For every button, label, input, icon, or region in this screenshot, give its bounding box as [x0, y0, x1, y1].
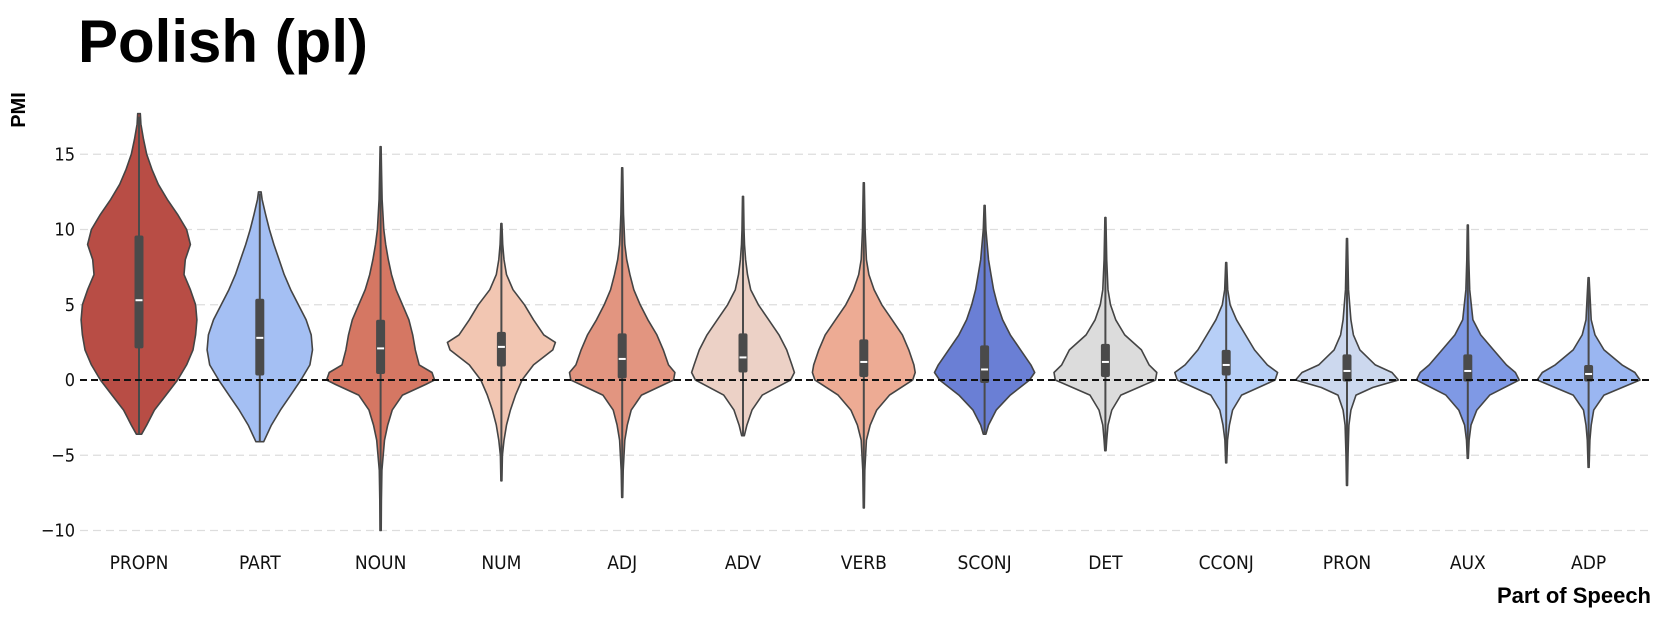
x-tick-label: PART: [239, 552, 281, 574]
chart-title: Polish (pl): [78, 8, 368, 75]
x-tick-label: AUX: [1450, 552, 1486, 574]
violin-iqr-box: [859, 339, 869, 377]
x-tick-label: SCONJ: [958, 552, 1012, 574]
x-tick-label: PRON: [1323, 552, 1371, 574]
violin-iqr-box: [1100, 343, 1110, 377]
x-tick-label: ADP: [1571, 552, 1606, 574]
y-tick-label: 10: [54, 220, 75, 241]
y-tick-label: −5: [51, 445, 75, 466]
violin-iqr-box: [1463, 354, 1473, 382]
violin-noun: [325, 145, 436, 532]
violin-adv: [690, 195, 796, 437]
y-tick-label: 15: [54, 144, 75, 165]
violin-iqr-box: [738, 333, 748, 373]
violin-part: [206, 191, 314, 443]
y-tick-labels: −10 −5 0 5 10 15: [41, 144, 75, 541]
y-tick-label: 5: [65, 295, 75, 316]
violin-num: [446, 222, 557, 482]
x-tick-label: VERB: [841, 552, 887, 574]
violin-pron: [1294, 237, 1400, 487]
violin-adp: [1536, 276, 1641, 469]
x-axis-label: Part of Speech: [1497, 583, 1651, 608]
violin-iqr-box: [134, 235, 144, 349]
y-tick-label: −10: [41, 521, 75, 542]
x-tick-labels: PROPN PART NOUN NUM ADJ ADV VERB SCONJ DET CCONJ P…: [110, 552, 1607, 574]
violin-cconj: [1174, 261, 1279, 464]
y-tick-label: 0: [65, 370, 75, 391]
violin-iqr-box: [1342, 354, 1352, 382]
violin-aux: [1415, 224, 1520, 460]
violin-sconj: [933, 204, 1036, 435]
violin-iqr-box: [1221, 349, 1231, 376]
violin-iqr-box: [980, 345, 990, 384]
violin-adj: [568, 166, 676, 499]
violin-verb: [811, 182, 916, 509]
x-tick-label: DET: [1088, 552, 1123, 574]
x-tick-label: NOUN: [355, 552, 407, 574]
x-tick-label: ADJ: [607, 552, 637, 574]
violin-iqr-box: [376, 319, 386, 374]
x-tick-label: ADV: [725, 552, 762, 574]
violin-iqr-box: [617, 333, 627, 379]
violin-iqr-box: [496, 331, 506, 367]
x-tick-label: CCONJ: [1199, 552, 1254, 574]
violin-det: [1053, 216, 1158, 452]
y-axis-label: PMI: [8, 92, 30, 128]
x-tick-label: NUM: [481, 552, 521, 574]
violin-propn: [80, 112, 198, 435]
x-tick-label: PROPN: [110, 552, 169, 574]
violins: [80, 112, 1641, 532]
